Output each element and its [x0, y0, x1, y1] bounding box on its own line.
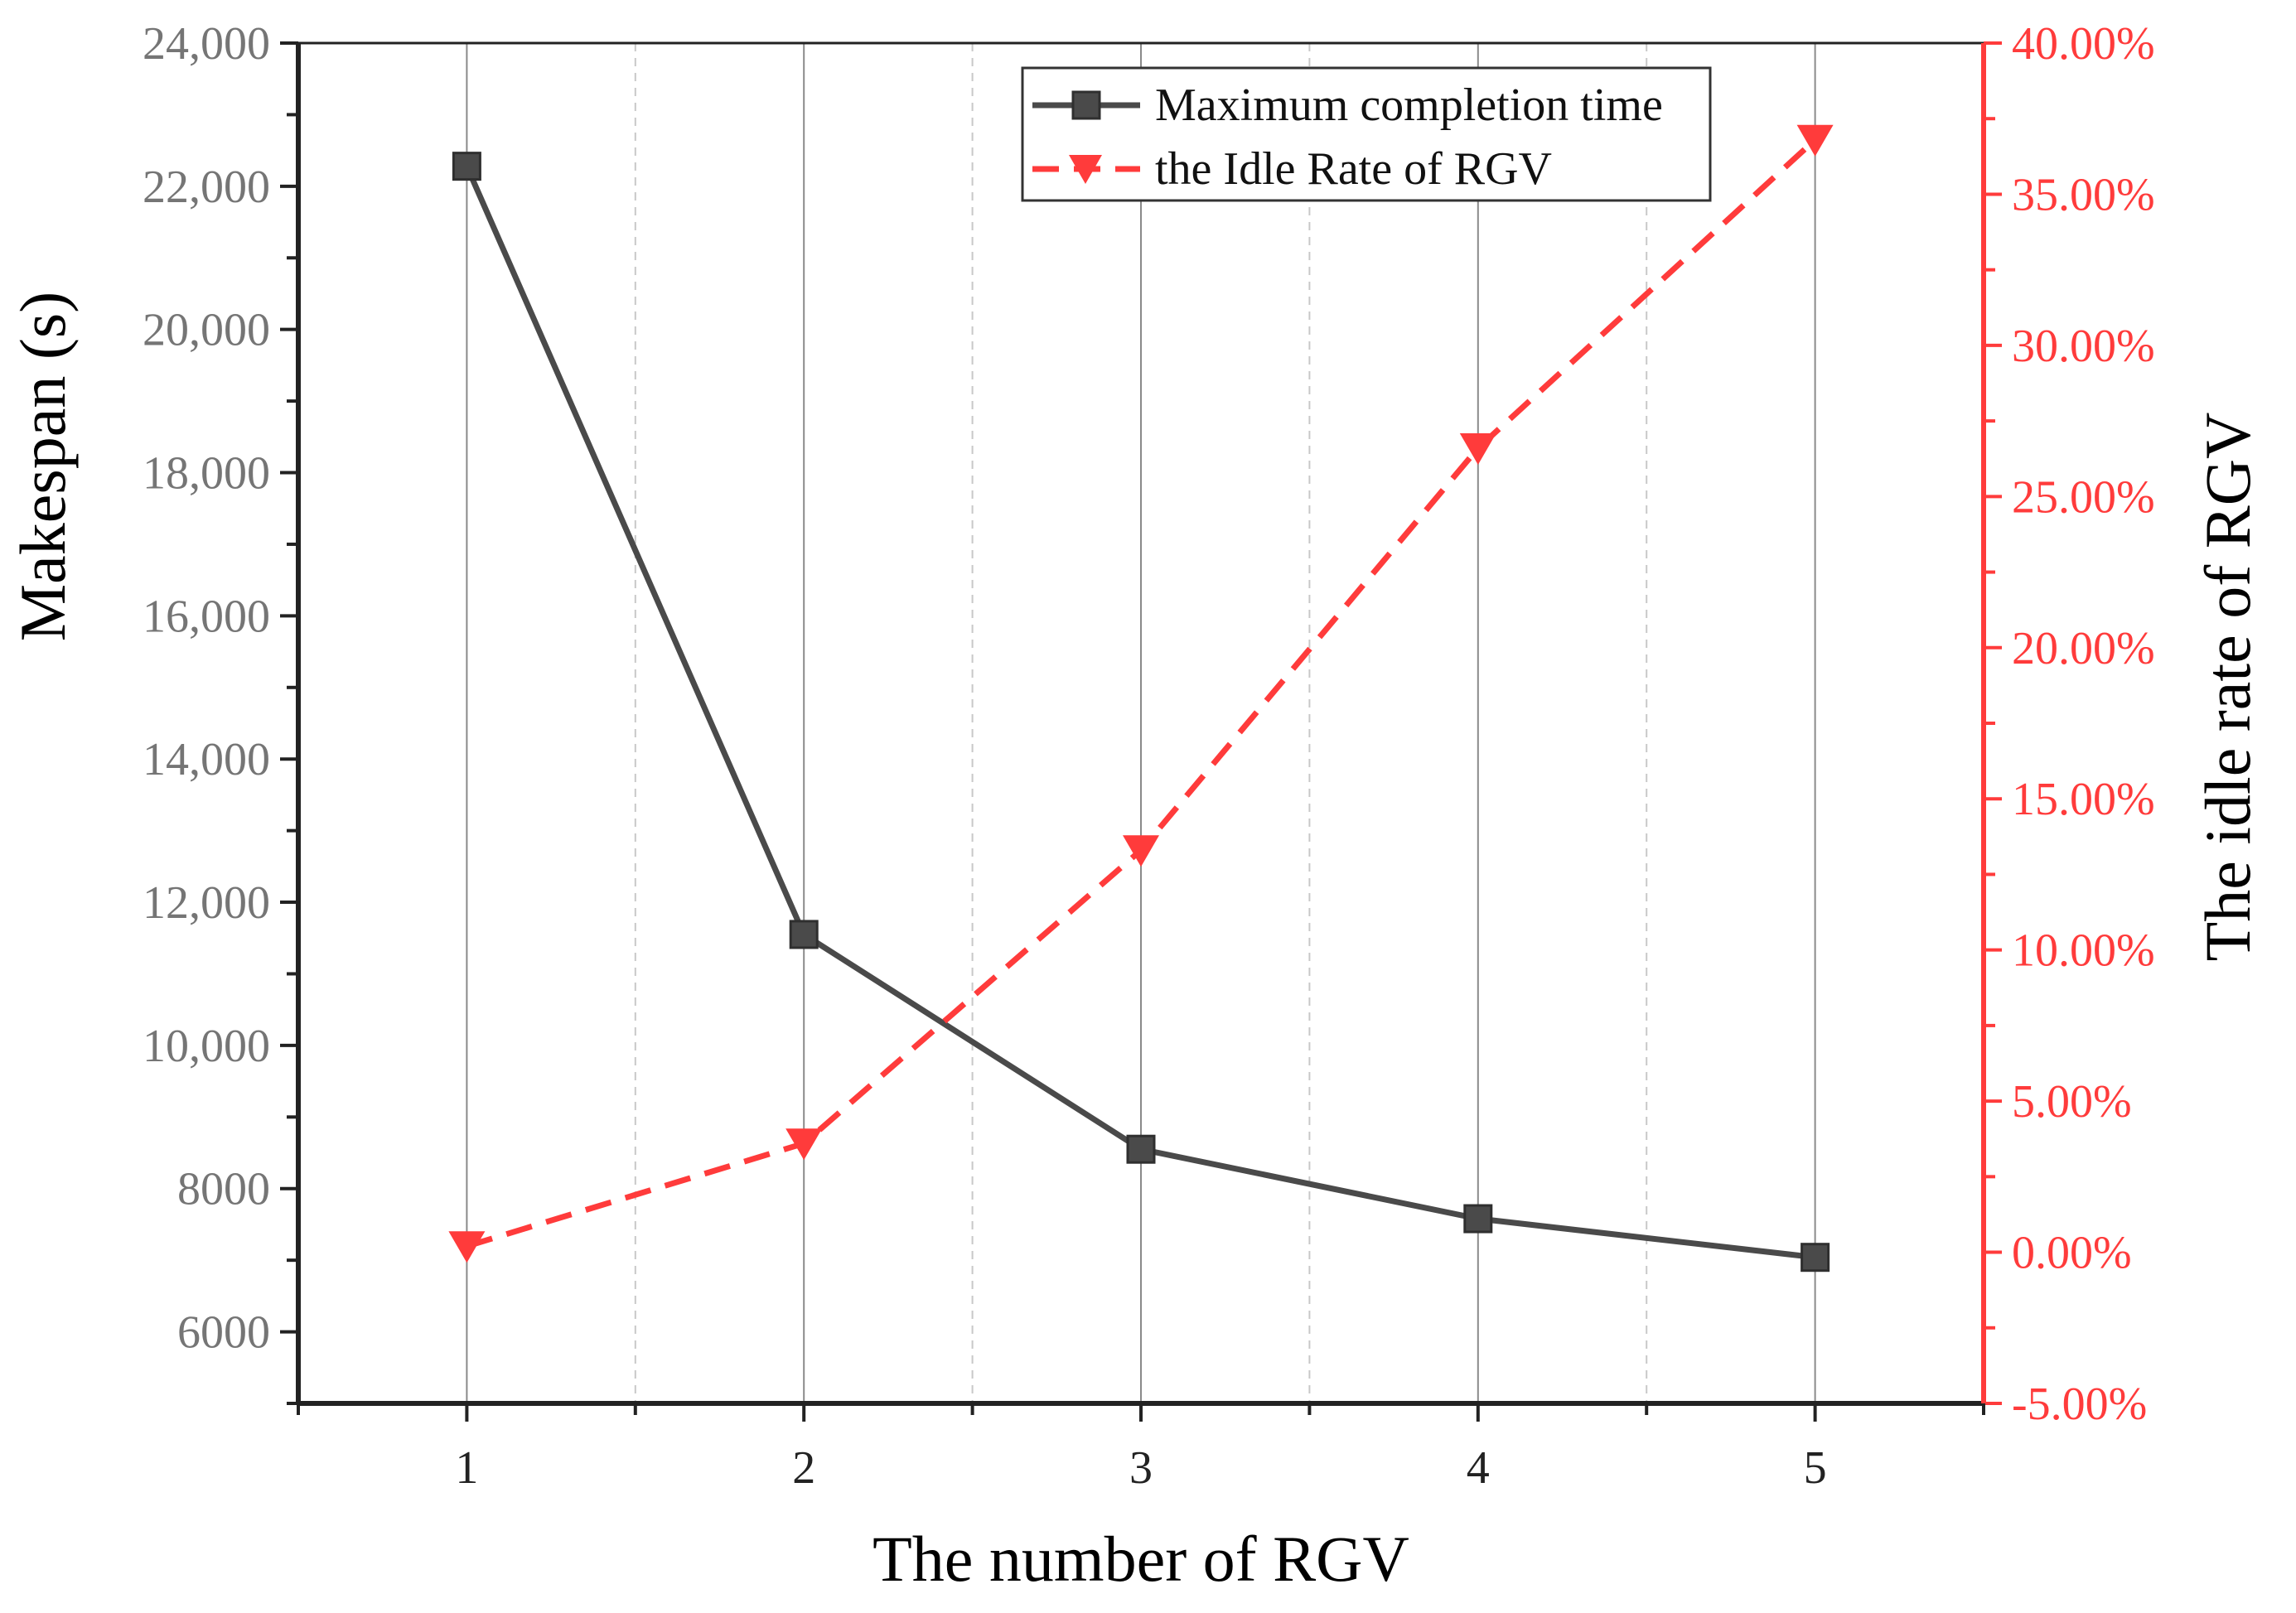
y2-tick-label: 30.00%: [2012, 321, 2155, 372]
y-tick-label: 20,000: [143, 305, 270, 356]
y-tick-label: 12,000: [143, 877, 270, 929]
axes-layer: [280, 41, 2002, 1422]
legend: Maximum completion time the Idle Rate of…: [1021, 66, 1712, 202]
y2-tick-label: 15.00%: [2012, 774, 2155, 825]
y2-tick-label: 5.00%: [2012, 1076, 2132, 1128]
legend-label-idle-rate: the Idle Rate of RGV: [1155, 143, 1552, 195]
labels-layer: 6000800010,00012,00014,00016,00018,00020…: [143, 18, 2155, 1494]
y-tick-label: 14,000: [143, 734, 270, 785]
legend-marker-triangle: [1069, 155, 1102, 184]
y2-tick-label: 35.00%: [2012, 169, 2155, 220]
legend-label-makespan: Maximum completion time: [1155, 80, 1663, 131]
x-tick-label: 1: [455, 1442, 478, 1494]
idle-rate-point: [785, 1128, 823, 1161]
y2-axis-title: The idle rate of RGV: [2192, 413, 2264, 962]
legend-box: [1021, 66, 1712, 202]
y-tick-label: 24,000: [143, 18, 270, 70]
y-tick-label: 16,000: [143, 591, 270, 642]
idle-rate-point: [1796, 124, 1834, 157]
makespan-point: [1126, 1134, 1156, 1164]
x-tick-label: 3: [1129, 1442, 1153, 1494]
x-axis-title: The number of RGV: [872, 1523, 1409, 1595]
y-axis-title: Makespan (s): [7, 292, 79, 641]
idle-rate-point: [448, 1231, 486, 1263]
idle-rate-point: [1459, 432, 1496, 465]
x-tick-label: 4: [1467, 1442, 1490, 1494]
y2-tick-label: 20.00%: [2012, 623, 2155, 674]
grid-layer: [466, 43, 1816, 1403]
legend-marker-square: [1071, 90, 1101, 120]
x-tick-label: 5: [1804, 1442, 1827, 1494]
y2-tick-label: 40.00%: [2012, 18, 2155, 70]
idle-rate-point: [1123, 835, 1159, 867]
y-tick-label: 10,000: [143, 1021, 270, 1072]
series-layer: [448, 124, 1834, 1273]
y-tick-label: 18,000: [143, 448, 270, 500]
makespan-point: [789, 920, 819, 949]
y-tick-label: 22,000: [143, 162, 270, 213]
makespan-point: [1801, 1243, 1830, 1273]
makespan-point: [452, 152, 481, 181]
y2-tick-label: 0.00%: [2012, 1228, 2132, 1279]
y2-tick-label: 10.00%: [2012, 925, 2155, 977]
y2-tick-label: -5.00%: [2012, 1379, 2147, 1430]
y-tick-label: 8000: [177, 1164, 270, 1215]
y-tick-label: 6000: [177, 1307, 270, 1359]
y2-tick-label: 25.00%: [2012, 471, 2155, 523]
makespan-point: [1463, 1204, 1493, 1234]
x-tick-label: 2: [792, 1442, 815, 1494]
